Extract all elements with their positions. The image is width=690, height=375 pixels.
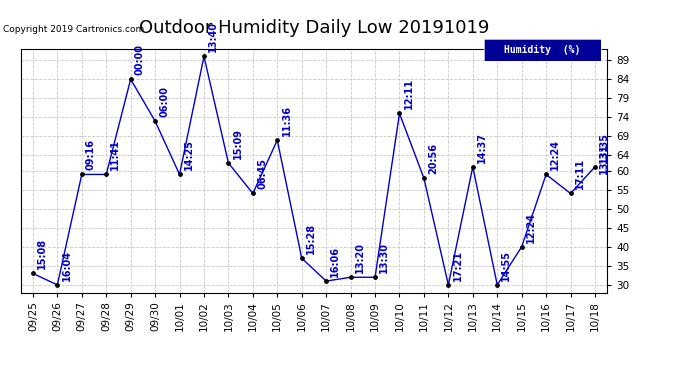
Text: 14:37: 14:37 xyxy=(477,132,487,163)
Point xyxy=(174,171,185,177)
Point xyxy=(345,274,356,280)
Text: 13:30: 13:30 xyxy=(380,242,389,273)
Point xyxy=(321,278,332,284)
Point xyxy=(247,190,258,196)
Text: 12:24: 12:24 xyxy=(526,211,536,243)
Point xyxy=(272,137,283,143)
Text: 13:31: 13:31 xyxy=(599,143,609,174)
Text: 17:21: 17:21 xyxy=(453,250,462,281)
Point xyxy=(443,282,454,288)
Text: 15:09: 15:09 xyxy=(233,128,243,159)
Text: 15:28: 15:28 xyxy=(306,223,316,254)
Point xyxy=(565,190,576,196)
Text: 11:36: 11:36 xyxy=(282,105,291,136)
Text: 11:41: 11:41 xyxy=(110,139,120,170)
Point xyxy=(125,76,136,82)
Text: 13:40: 13:40 xyxy=(208,21,218,52)
Point xyxy=(150,118,161,124)
Text: 16:04: 16:04 xyxy=(61,250,72,281)
Text: 16:06: 16:06 xyxy=(331,246,340,277)
Point xyxy=(467,164,478,170)
Text: 12:11: 12:11 xyxy=(404,78,413,110)
Point xyxy=(28,270,39,276)
Text: 06:45: 06:45 xyxy=(257,158,267,189)
Point xyxy=(77,171,88,177)
Text: 20:56: 20:56 xyxy=(428,143,438,174)
Text: 09:16: 09:16 xyxy=(86,139,96,170)
Text: 17:11: 17:11 xyxy=(575,158,584,189)
Text: 15:08: 15:08 xyxy=(37,238,47,269)
Point xyxy=(589,164,600,170)
Point xyxy=(199,53,210,59)
Text: 13:20: 13:20 xyxy=(355,242,365,273)
Text: 12:24: 12:24 xyxy=(550,139,560,170)
Point xyxy=(540,171,551,177)
Point xyxy=(370,274,381,280)
Point xyxy=(223,160,234,166)
Text: 14:25: 14:25 xyxy=(184,139,194,170)
Point xyxy=(516,244,527,250)
Text: Copyright 2019 Cartronics.com: Copyright 2019 Cartronics.com xyxy=(3,25,144,34)
Text: 14:55: 14:55 xyxy=(502,250,511,281)
Point xyxy=(52,282,63,288)
Text: 06:00: 06:00 xyxy=(159,86,169,117)
Title: Outdoor Humidity Daily Low 20191019: Outdoor Humidity Daily Low 20191019 xyxy=(139,20,489,38)
Point xyxy=(101,171,112,177)
Text: 00:00: 00:00 xyxy=(135,44,145,75)
Point xyxy=(492,282,503,288)
Point xyxy=(418,175,429,181)
Point xyxy=(296,255,307,261)
Text: 13:35: 13:35 xyxy=(599,132,609,163)
Point xyxy=(394,111,405,117)
